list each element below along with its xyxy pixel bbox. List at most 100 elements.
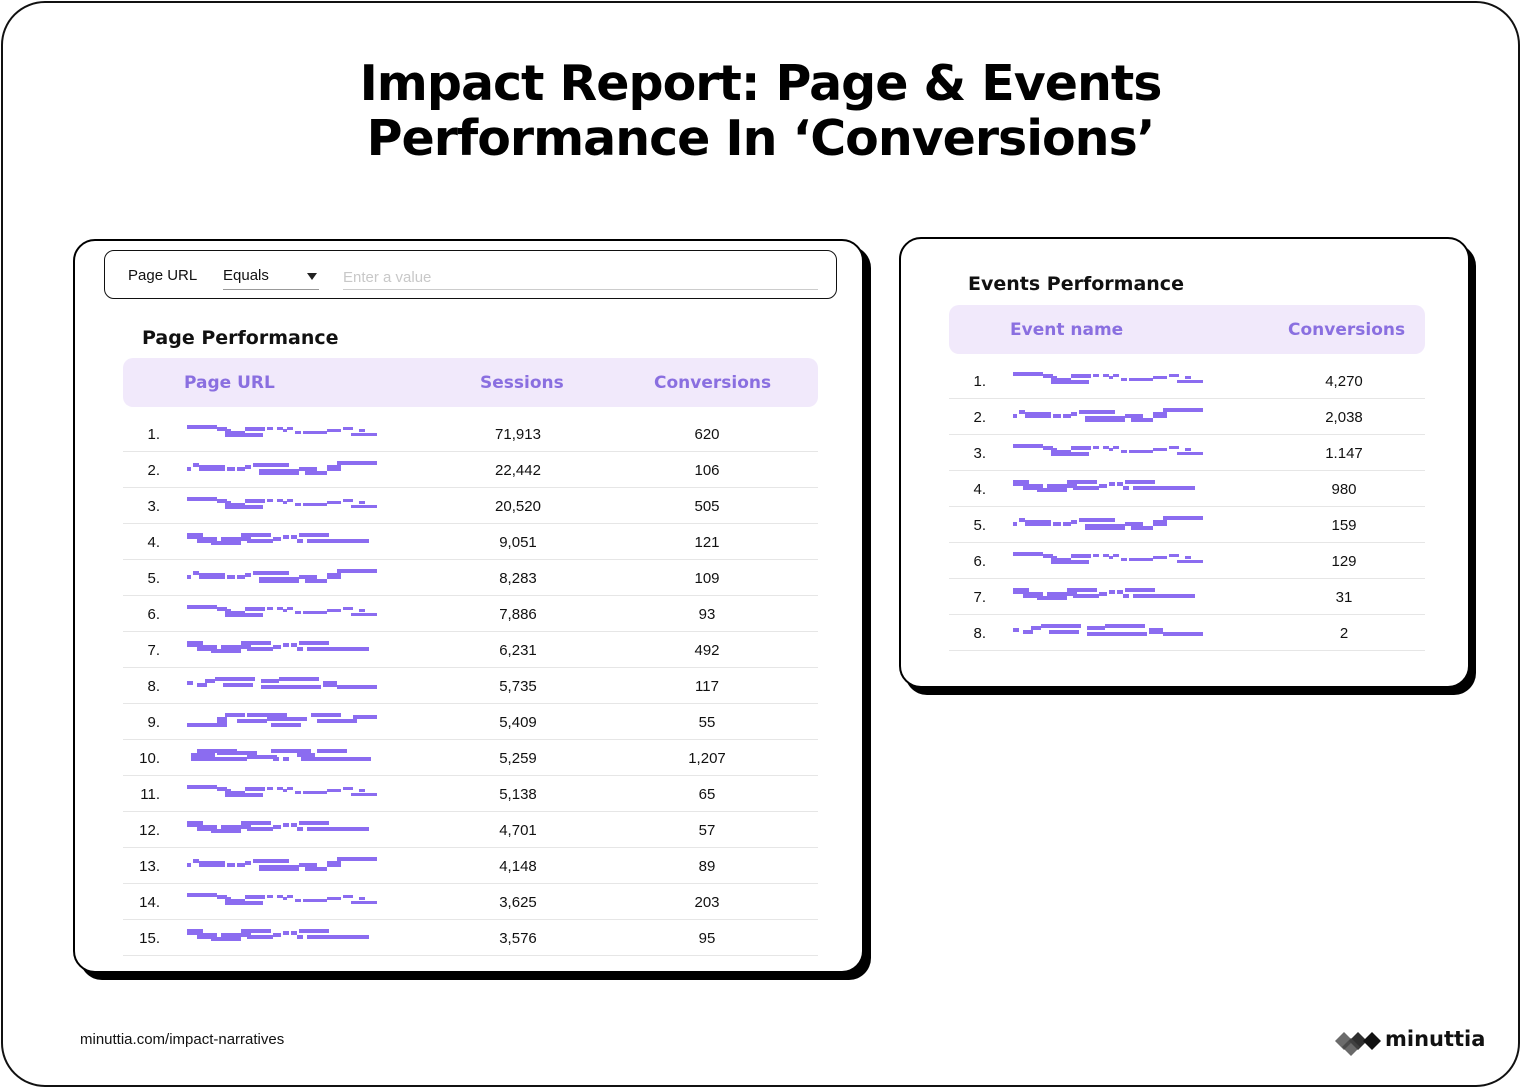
page-table-row[interactable]: 12. 4,701 57 (123, 812, 818, 848)
redacted-event-name[interactable] (1013, 552, 1205, 570)
conversions-value: 620 (694, 426, 720, 443)
filter-operator-select[interactable]: Equals (223, 265, 319, 290)
redacted-page-url[interactable] (187, 821, 379, 839)
redacted-event-name[interactable] (1013, 372, 1205, 390)
page-table-row[interactable]: 6. 7,886 93 (123, 596, 818, 632)
page-table-row[interactable]: 11. 5,138 65 (123, 776, 818, 812)
brand-logo: minuttia (1335, 1025, 1485, 1059)
row-rank: 5. (973, 517, 986, 534)
row-rank: 15. (139, 930, 160, 947)
conversions-value: 1,207 (688, 750, 726, 767)
events-table-row[interactable]: 7. 31 (949, 579, 1425, 615)
event-conversions-value: 2 (1339, 625, 1349, 642)
event-conversions-value: 4,270 (1325, 373, 1363, 390)
page-table-row[interactable]: 14. 3,625 203 (123, 884, 818, 920)
conversions-value: 117 (695, 678, 719, 695)
row-rank: 7. (147, 642, 160, 659)
row-rank: 5. (147, 570, 160, 587)
conversions-value: 93 (698, 606, 716, 623)
sessions-value: 5,735 (499, 678, 537, 695)
sessions-value: 5,259 (499, 750, 537, 767)
row-rank: 3. (973, 445, 986, 462)
row-rank: 14. (139, 894, 160, 911)
column-header-sessions[interactable]: Sessions (480, 373, 564, 393)
redacted-page-url[interactable] (187, 461, 379, 479)
page-table-row[interactable]: 9. 5,409 55 (123, 704, 818, 740)
redacted-event-name[interactable] (1013, 516, 1205, 534)
events-table-header: Event name Conversions (949, 305, 1425, 354)
row-rank: 12. (139, 822, 160, 839)
page-table-row[interactable]: 8. 5,735 117 (123, 668, 818, 704)
redacted-event-name[interactable] (1013, 588, 1205, 606)
redacted-page-url[interactable] (187, 605, 379, 623)
sessions-value: 20,520 (495, 498, 541, 515)
page-table-header: Page URL Sessions Conversions (123, 358, 818, 407)
events-table-row[interactable]: 5. 159 (949, 507, 1425, 543)
events-table-row[interactable]: 3. 1.147 (949, 435, 1425, 471)
conversions-value: 121 (694, 534, 720, 551)
row-rank: 6. (973, 553, 986, 570)
redacted-page-url[interactable] (187, 749, 379, 767)
redacted-page-url[interactable] (187, 929, 379, 947)
minuttia-logo-icon (1335, 1032, 1381, 1056)
events-table-row[interactable]: 6. 129 (949, 543, 1425, 579)
page-table-row[interactable]: 7. 6,231 492 (123, 632, 818, 668)
events-table-row[interactable]: 8. 2 (949, 615, 1425, 651)
row-rank: 4. (973, 481, 986, 498)
conversions-value: 492 (694, 642, 720, 659)
redacted-page-url[interactable] (187, 425, 379, 443)
redacted-event-name[interactable] (1013, 408, 1205, 426)
column-header-conversions[interactable]: Conversions (654, 373, 772, 393)
events-table-row[interactable]: 2. 2,038 (949, 399, 1425, 435)
sessions-value: 3,625 (499, 894, 537, 911)
sessions-value: 5,138 (499, 786, 537, 803)
redacted-page-url[interactable] (187, 893, 379, 911)
conversions-value: 57 (698, 822, 716, 839)
row-rank: 6. (147, 606, 160, 623)
redacted-page-url[interactable] (187, 497, 379, 515)
page-table-row[interactable]: 5. 8,283 109 (123, 560, 818, 596)
caret-down-icon (307, 273, 317, 280)
redacted-page-url[interactable] (187, 641, 379, 659)
page-table-row[interactable]: 10. 5,259 1,207 (123, 740, 818, 776)
row-rank: 1. (147, 426, 160, 443)
row-rank: 8. (973, 625, 986, 642)
report-title: Impact Report: Page & Events Performance… (0, 56, 1521, 166)
footer-url-link[interactable]: minuttia.com/impact-narratives (80, 1031, 285, 1048)
event-conversions-value: 1.147 (1325, 445, 1363, 462)
column-header-event-name[interactable]: Event name (1010, 320, 1124, 340)
page-table-row[interactable]: 13. 4,148 89 (123, 848, 818, 884)
sessions-value: 4,148 (499, 858, 537, 875)
page-table-row[interactable]: 4. 9,051 121 (123, 524, 818, 560)
filter-value-input[interactable] (343, 265, 818, 290)
redacted-page-url[interactable] (187, 785, 379, 803)
events-performance-title: Events Performance (968, 273, 1184, 295)
events-table-row[interactable]: 1. 4,270 (949, 363, 1425, 399)
events-table-row[interactable]: 4. 980 (949, 471, 1425, 507)
conversions-value: 203 (694, 894, 720, 911)
column-header-page-url[interactable]: Page URL (184, 373, 275, 393)
redacted-event-name[interactable] (1013, 480, 1205, 498)
conversions-value: 109 (694, 570, 720, 587)
event-conversions-value: 129 (1331, 553, 1357, 570)
redacted-page-url[interactable] (187, 533, 379, 551)
page-table-row[interactable]: 1. 71,913 620 (123, 416, 818, 452)
redacted-event-name[interactable] (1013, 444, 1205, 462)
row-rank: 11. (140, 786, 160, 803)
page-table-row[interactable]: 3. 20,520 505 (123, 488, 818, 524)
column-header-event-conversions[interactable]: Conversions (1288, 320, 1406, 340)
sessions-value: 5,409 (499, 714, 537, 731)
redacted-page-url[interactable] (187, 569, 379, 587)
redacted-page-url[interactable] (187, 713, 379, 731)
redacted-event-name[interactable] (1013, 624, 1205, 642)
row-rank: 3. (147, 498, 160, 515)
page-table-row[interactable]: 2. 22,442 106 (123, 452, 818, 488)
redacted-page-url[interactable] (187, 857, 379, 875)
row-rank: 13. (139, 858, 160, 875)
row-rank: 9. (147, 714, 160, 731)
row-rank: 2. (973, 409, 986, 426)
page-table-row[interactable]: 15. 3,576 95 (123, 920, 818, 956)
conversions-value: 106 (694, 462, 720, 479)
events-performance-card: Events Performance Event name Conversion… (899, 237, 1470, 688)
redacted-page-url[interactable] (187, 677, 379, 695)
